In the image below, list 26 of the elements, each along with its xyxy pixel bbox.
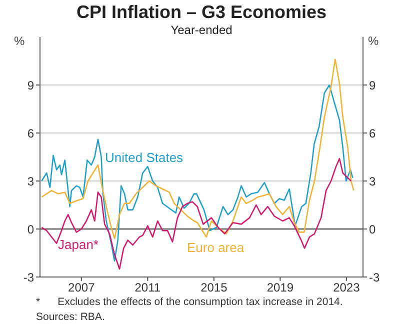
series-label: Japan* bbox=[58, 237, 98, 252]
line-series bbox=[41, 58, 354, 240]
y2-tick-label: 9 bbox=[369, 78, 376, 92]
text: * Excludes the effects of the consumption tax increase in 2014. bbox=[36, 296, 343, 308]
y2-tick-label: 0 bbox=[369, 222, 376, 236]
y-axis-title: % bbox=[14, 34, 25, 48]
y2-tick-label: 6 bbox=[369, 126, 376, 140]
chart-title: CPI Inflation – G3 Economies bbox=[75, 2, 328, 23]
x-tick-label: 2015 bbox=[200, 280, 228, 295]
x-tick-label: 2023 bbox=[333, 280, 360, 295]
y-tick-label: 0 bbox=[27, 222, 34, 236]
source-note: Sources: RBA. bbox=[36, 311, 105, 323]
y-tick-label: -3 bbox=[23, 270, 34, 284]
line-series bbox=[41, 84, 354, 262]
series-label: Euro area bbox=[187, 240, 244, 255]
y-tick-label: 6 bbox=[27, 126, 34, 140]
chart-subtitle: Year-ended bbox=[170, 23, 232, 37]
x-tick-label: 2019 bbox=[266, 280, 294, 295]
x-tick-label: 2011 bbox=[134, 280, 161, 295]
x-tick-label: 2007 bbox=[68, 280, 96, 295]
y2-axis-title: % bbox=[368, 34, 379, 48]
y2-tick-label: -3 bbox=[369, 270, 380, 284]
y-tick-label: 9 bbox=[27, 78, 34, 92]
y2-tick-label: 3 bbox=[369, 174, 376, 188]
y-tick-label: 3 bbox=[27, 174, 34, 188]
series-label: United States bbox=[105, 150, 184, 165]
